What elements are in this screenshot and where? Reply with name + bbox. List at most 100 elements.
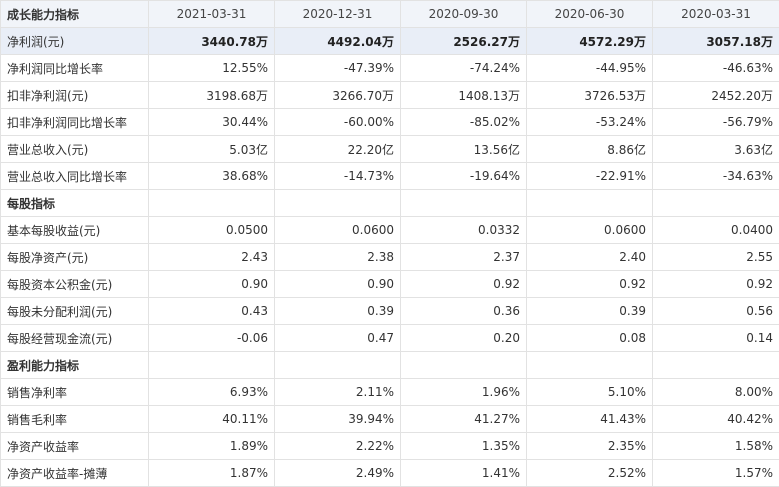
cell-value: 0.36 — [400, 297, 527, 325]
section-title: 每股指标 — [0, 189, 149, 217]
column-date: 2020-03-31 — [652, 0, 779, 28]
table-row: 扣非净利润(元) 3198.68万 3266.70万 1408.13万 3726… — [0, 81, 779, 109]
table-row: 净利润同比增长率 12.55% -47.39% -74.24% -44.95% … — [0, 54, 779, 82]
cell-value: 1.58% — [652, 432, 779, 460]
row-label: 营业总收入(元) — [0, 135, 149, 163]
cell-value: -46.63% — [652, 54, 779, 82]
cell-value: 41.43% — [526, 405, 653, 433]
cell-value — [148, 189, 275, 217]
cell-value: 40.11% — [148, 405, 275, 433]
cell-value: 2.55 — [652, 243, 779, 271]
row-label: 净资产收益率-摊薄 — [0, 459, 149, 487]
cell-value: 8.86亿 — [526, 135, 653, 163]
cell-value: 0.92 — [652, 270, 779, 298]
row-label: 基本每股收益(元) — [0, 216, 149, 244]
cell-value: 3726.53万 — [526, 81, 653, 109]
cell-value: 0.43 — [148, 297, 275, 325]
table-row: 销售净利率 6.93% 2.11% 1.96% 5.10% 8.00% — [0, 378, 779, 406]
cell-value: 0.0600 — [274, 216, 401, 244]
cell-value: 0.47 — [274, 324, 401, 352]
table-row-net-profit: 净利润(元) 3440.78万 4492.04万 2526.27万 4572.2… — [0, 27, 779, 55]
cell-value: 39.94% — [274, 405, 401, 433]
cell-value: 1.41% — [400, 459, 527, 487]
row-label: 每股未分配利润(元) — [0, 297, 149, 325]
cell-value: 3.63亿 — [652, 135, 779, 163]
cell-value: 2.43 — [148, 243, 275, 271]
table-row: 基本每股收益(元) 0.0500 0.0600 0.0332 0.0600 0.… — [0, 216, 779, 244]
cell-value: 5.03亿 — [148, 135, 275, 163]
cell-value: 13.56亿 — [400, 135, 527, 163]
cell-value: -60.00% — [274, 108, 401, 136]
cell-value: 2.38 — [274, 243, 401, 271]
table-row: 扣非净利润同比增长率 30.44% -60.00% -85.02% -53.24… — [0, 108, 779, 136]
cell-value: -22.91% — [526, 162, 653, 190]
cell-value: 2.40 — [526, 243, 653, 271]
cell-value — [526, 351, 653, 379]
section-title-growth: 成长能力指标 — [0, 0, 149, 28]
cell-value: 0.90 — [274, 270, 401, 298]
cell-value: 3440.78万 — [148, 27, 275, 55]
cell-value: 0.56 — [652, 297, 779, 325]
cell-value: 38.68% — [148, 162, 275, 190]
cell-value: 2.11% — [274, 378, 401, 406]
cell-value: 0.0332 — [400, 216, 527, 244]
cell-value — [400, 351, 527, 379]
cell-value: 0.92 — [400, 270, 527, 298]
cell-value — [652, 351, 779, 379]
cell-value — [652, 189, 779, 217]
cell-value: -44.95% — [526, 54, 653, 82]
row-label: 扣非净利润同比增长率 — [0, 108, 149, 136]
table-row: 净资产收益率 1.89% 2.22% 1.35% 2.35% 1.58% — [0, 432, 779, 460]
cell-value: 2452.20万 — [652, 81, 779, 109]
table-row: 每股净资产(元) 2.43 2.38 2.37 2.40 2.55 — [0, 243, 779, 271]
cell-value: 1.96% — [400, 378, 527, 406]
cell-value: 2.22% — [274, 432, 401, 460]
cell-value: 8.00% — [652, 378, 779, 406]
cell-value: 1408.13万 — [400, 81, 527, 109]
row-label: 净资产收益率 — [0, 432, 149, 460]
cell-value: 3266.70万 — [274, 81, 401, 109]
section-header-per-share: 每股指标 — [0, 189, 779, 217]
cell-value: 22.20亿 — [274, 135, 401, 163]
column-date: 2020-09-30 — [400, 0, 527, 28]
table-row: 每股资本公积金(元) 0.90 0.90 0.92 0.92 0.92 — [0, 270, 779, 298]
cell-value: 5.10% — [526, 378, 653, 406]
cell-value: -0.06 — [148, 324, 275, 352]
table-row: 每股经营现金流(元) -0.06 0.47 0.20 0.08 0.14 — [0, 324, 779, 352]
row-label: 净利润同比增长率 — [0, 54, 149, 82]
row-label: 扣非净利润(元) — [0, 81, 149, 109]
cell-value: -19.64% — [400, 162, 527, 190]
cell-value: 1.87% — [148, 459, 275, 487]
cell-value: 4572.29万 — [526, 27, 653, 55]
cell-value: 30.44% — [148, 108, 275, 136]
cell-value: 0.90 — [148, 270, 275, 298]
row-label: 销售毛利率 — [0, 405, 149, 433]
header-row: 成长能力指标 2021-03-31 2020-12-31 2020-09-30 … — [0, 0, 779, 28]
cell-value: 12.55% — [148, 54, 275, 82]
cell-value: 0.0600 — [526, 216, 653, 244]
row-label: 每股净资产(元) — [0, 243, 149, 271]
cell-value — [148, 351, 275, 379]
cell-value: 1.35% — [400, 432, 527, 460]
table-row: 营业总收入(元) 5.03亿 22.20亿 13.56亿 8.86亿 3.63亿 — [0, 135, 779, 163]
cell-value: 41.27% — [400, 405, 527, 433]
cell-value: 0.14 — [652, 324, 779, 352]
cell-value: 40.42% — [652, 405, 779, 433]
cell-value: 0.39 — [526, 297, 653, 325]
cell-value: -85.02% — [400, 108, 527, 136]
cell-value: 2526.27万 — [400, 27, 527, 55]
cell-value: 0.08 — [526, 324, 653, 352]
row-label: 营业总收入同比增长率 — [0, 162, 149, 190]
cell-value: 2.49% — [274, 459, 401, 487]
cell-value: 2.52% — [526, 459, 653, 487]
table-row: 净资产收益率-摊薄 1.87% 2.49% 1.41% 2.52% 1.57% — [0, 459, 779, 487]
column-date: 2021-03-31 — [148, 0, 275, 28]
section-title: 盈利能力指标 — [0, 351, 149, 379]
cell-value: 0.0500 — [148, 216, 275, 244]
cell-value: 2.37 — [400, 243, 527, 271]
cell-value: 4492.04万 — [274, 27, 401, 55]
section-header-profitability: 盈利能力指标 — [0, 351, 779, 379]
cell-value — [274, 189, 401, 217]
cell-value: 0.39 — [274, 297, 401, 325]
